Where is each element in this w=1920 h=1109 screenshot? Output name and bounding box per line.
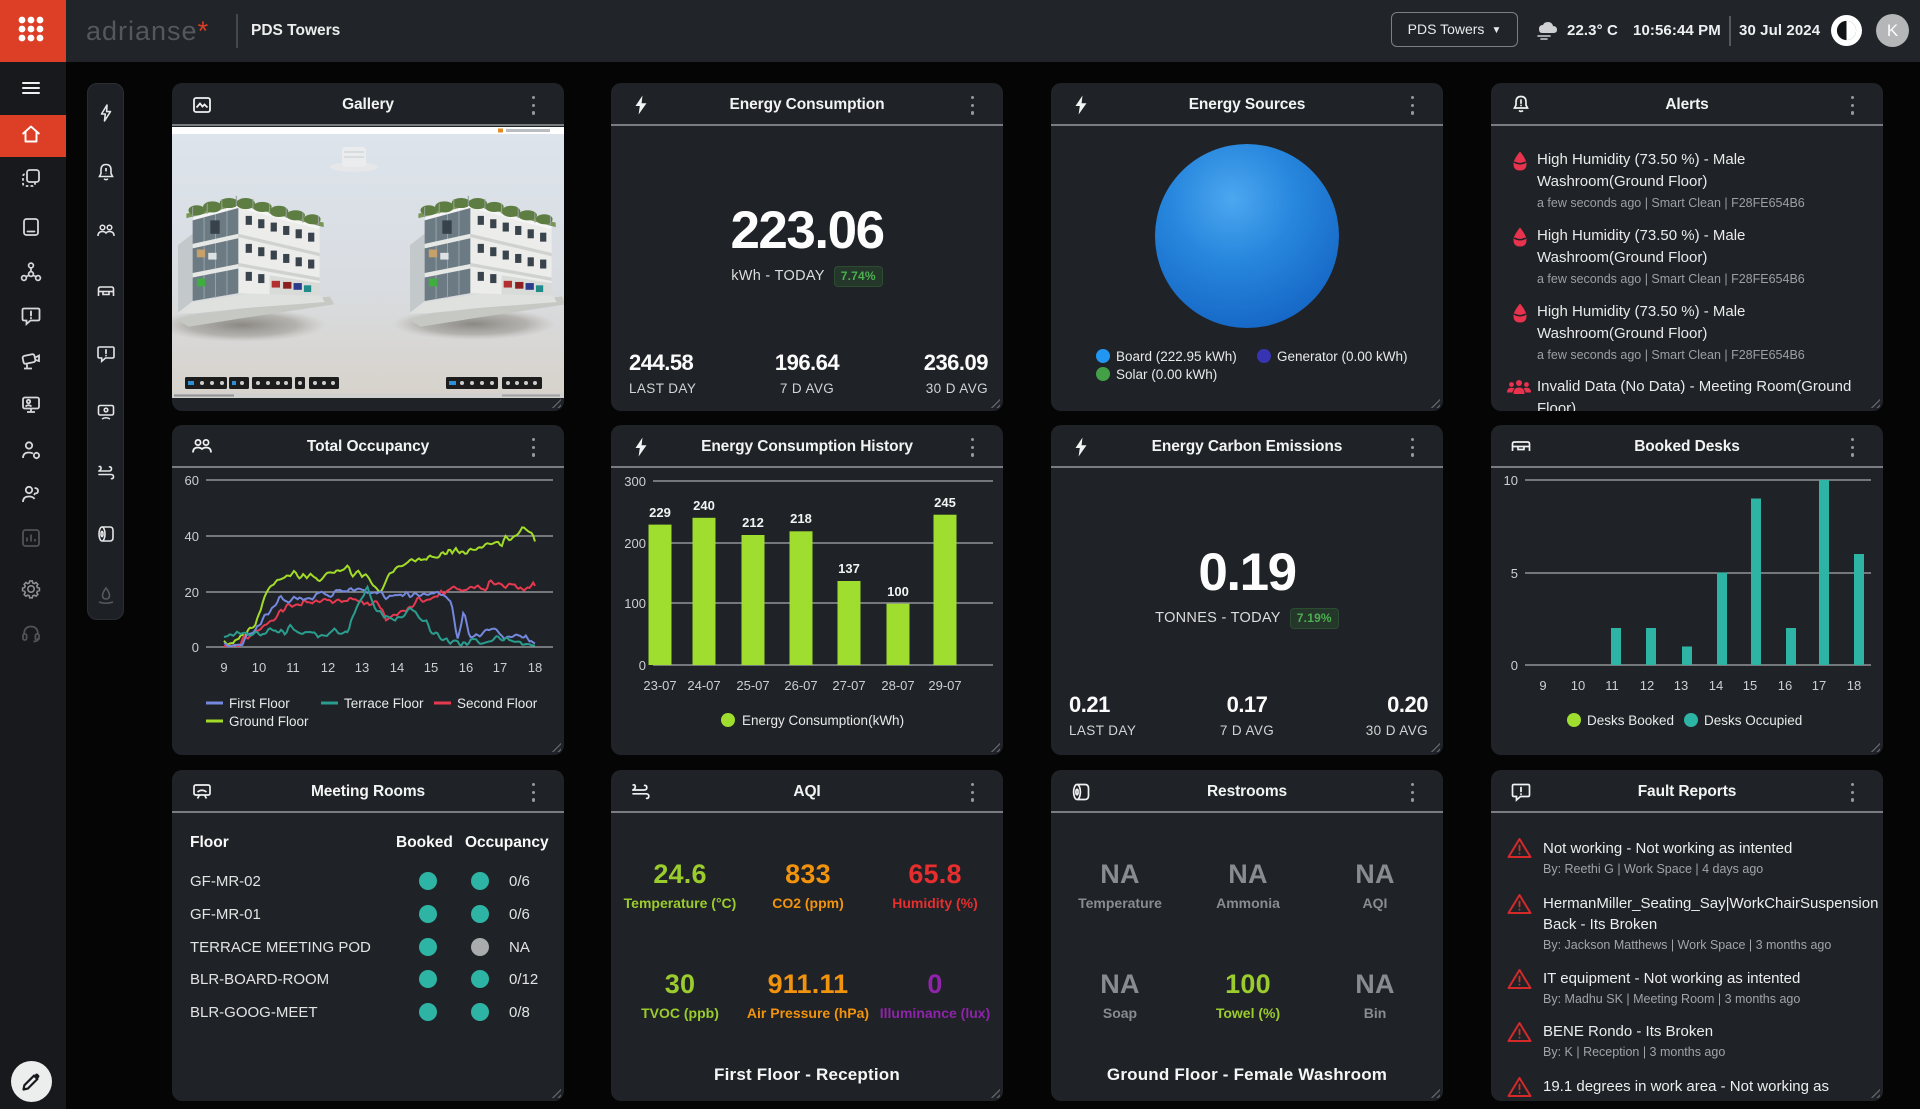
svg-text:218: 218 [790, 511, 812, 526]
svg-text:60: 60 [185, 473, 199, 488]
svg-text:12: 12 [321, 660, 335, 675]
svg-text:Generator (0.00 kWh): Generator (0.00 kWh) [1277, 349, 1408, 364]
svg-text:29-07: 29-07 [928, 678, 961, 693]
svg-text:TERRACE MEETING POD: TERRACE MEETING POD [190, 939, 371, 956]
svg-text:GF-MR-02: GF-MR-02 [190, 873, 261, 890]
svg-text:17: 17 [493, 660, 507, 675]
svg-text:NA: NA [509, 939, 530, 956]
svg-text:212: 212 [742, 515, 764, 530]
svg-text:137: 137 [838, 561, 860, 576]
svg-text:25-07: 25-07 [736, 678, 769, 693]
svg-text:10: 10 [1571, 678, 1585, 693]
svg-text:11: 11 [1605, 678, 1619, 693]
svg-text:0/6: 0/6 [509, 906, 530, 923]
svg-text:BLR-BOARD-ROOM: BLR-BOARD-ROOM [190, 971, 329, 988]
svg-text:Solar (0.00 kWh): Solar (0.00 kWh) [1116, 367, 1217, 382]
svg-text:0/12: 0/12 [509, 971, 538, 988]
svg-text:Energy Consumption(kWh): Energy Consumption(kWh) [742, 713, 904, 728]
svg-text:16: 16 [459, 660, 473, 675]
svg-text:10: 10 [1504, 473, 1518, 488]
svg-text:28-07: 28-07 [881, 678, 914, 693]
svg-text:229: 229 [649, 505, 671, 520]
svg-text:100: 100 [887, 584, 909, 599]
svg-text:BLR-GOOG-MEET: BLR-GOOG-MEET [190, 1004, 318, 1021]
svg-text:Desks Occupied: Desks Occupied [1704, 713, 1802, 728]
svg-text:0: 0 [192, 640, 199, 655]
svg-text:20: 20 [185, 585, 199, 600]
svg-text:5: 5 [1511, 566, 1518, 581]
svg-text:Desks Booked: Desks Booked [1587, 713, 1674, 728]
svg-text:24-07: 24-07 [687, 678, 720, 693]
svg-text:300: 300 [624, 474, 646, 489]
svg-text:23-07: 23-07 [643, 678, 676, 693]
svg-text:0/6: 0/6 [509, 873, 530, 890]
svg-text:9: 9 [220, 660, 227, 675]
svg-text:Ground Floor: Ground Floor [229, 714, 309, 729]
svg-text:13: 13 [355, 660, 369, 675]
svg-text:40: 40 [185, 529, 199, 544]
svg-text:18: 18 [1847, 678, 1861, 693]
svg-text:14: 14 [390, 660, 404, 675]
svg-text:Board (222.95 kWh): Board (222.95 kWh) [1116, 349, 1237, 364]
svg-text:16: 16 [1778, 678, 1792, 693]
svg-text:Second Floor: Second Floor [457, 696, 538, 711]
svg-text:100: 100 [624, 596, 646, 611]
svg-text:200: 200 [624, 536, 646, 551]
svg-text:Terrace Floor: Terrace Floor [344, 696, 424, 711]
svg-text:18: 18 [528, 660, 542, 675]
svg-text:0/8: 0/8 [509, 1004, 530, 1021]
svg-text:240: 240 [693, 498, 715, 513]
svg-text:245: 245 [934, 495, 956, 510]
svg-text:10: 10 [252, 660, 266, 675]
svg-text:0: 0 [1511, 658, 1518, 673]
svg-text:11: 11 [286, 660, 300, 675]
svg-text:GF-MR-01: GF-MR-01 [190, 906, 261, 923]
svg-text:26-07: 26-07 [784, 678, 817, 693]
svg-text:0: 0 [639, 658, 646, 673]
svg-text:15: 15 [424, 660, 438, 675]
svg-text:15: 15 [1743, 678, 1757, 693]
svg-text:9: 9 [1539, 678, 1546, 693]
svg-text:14: 14 [1709, 678, 1723, 693]
svg-text:17: 17 [1812, 678, 1826, 693]
svg-text:First Floor: First Floor [229, 696, 290, 711]
svg-text:13: 13 [1674, 678, 1688, 693]
svg-text:12: 12 [1640, 678, 1654, 693]
svg-text:27-07: 27-07 [832, 678, 865, 693]
